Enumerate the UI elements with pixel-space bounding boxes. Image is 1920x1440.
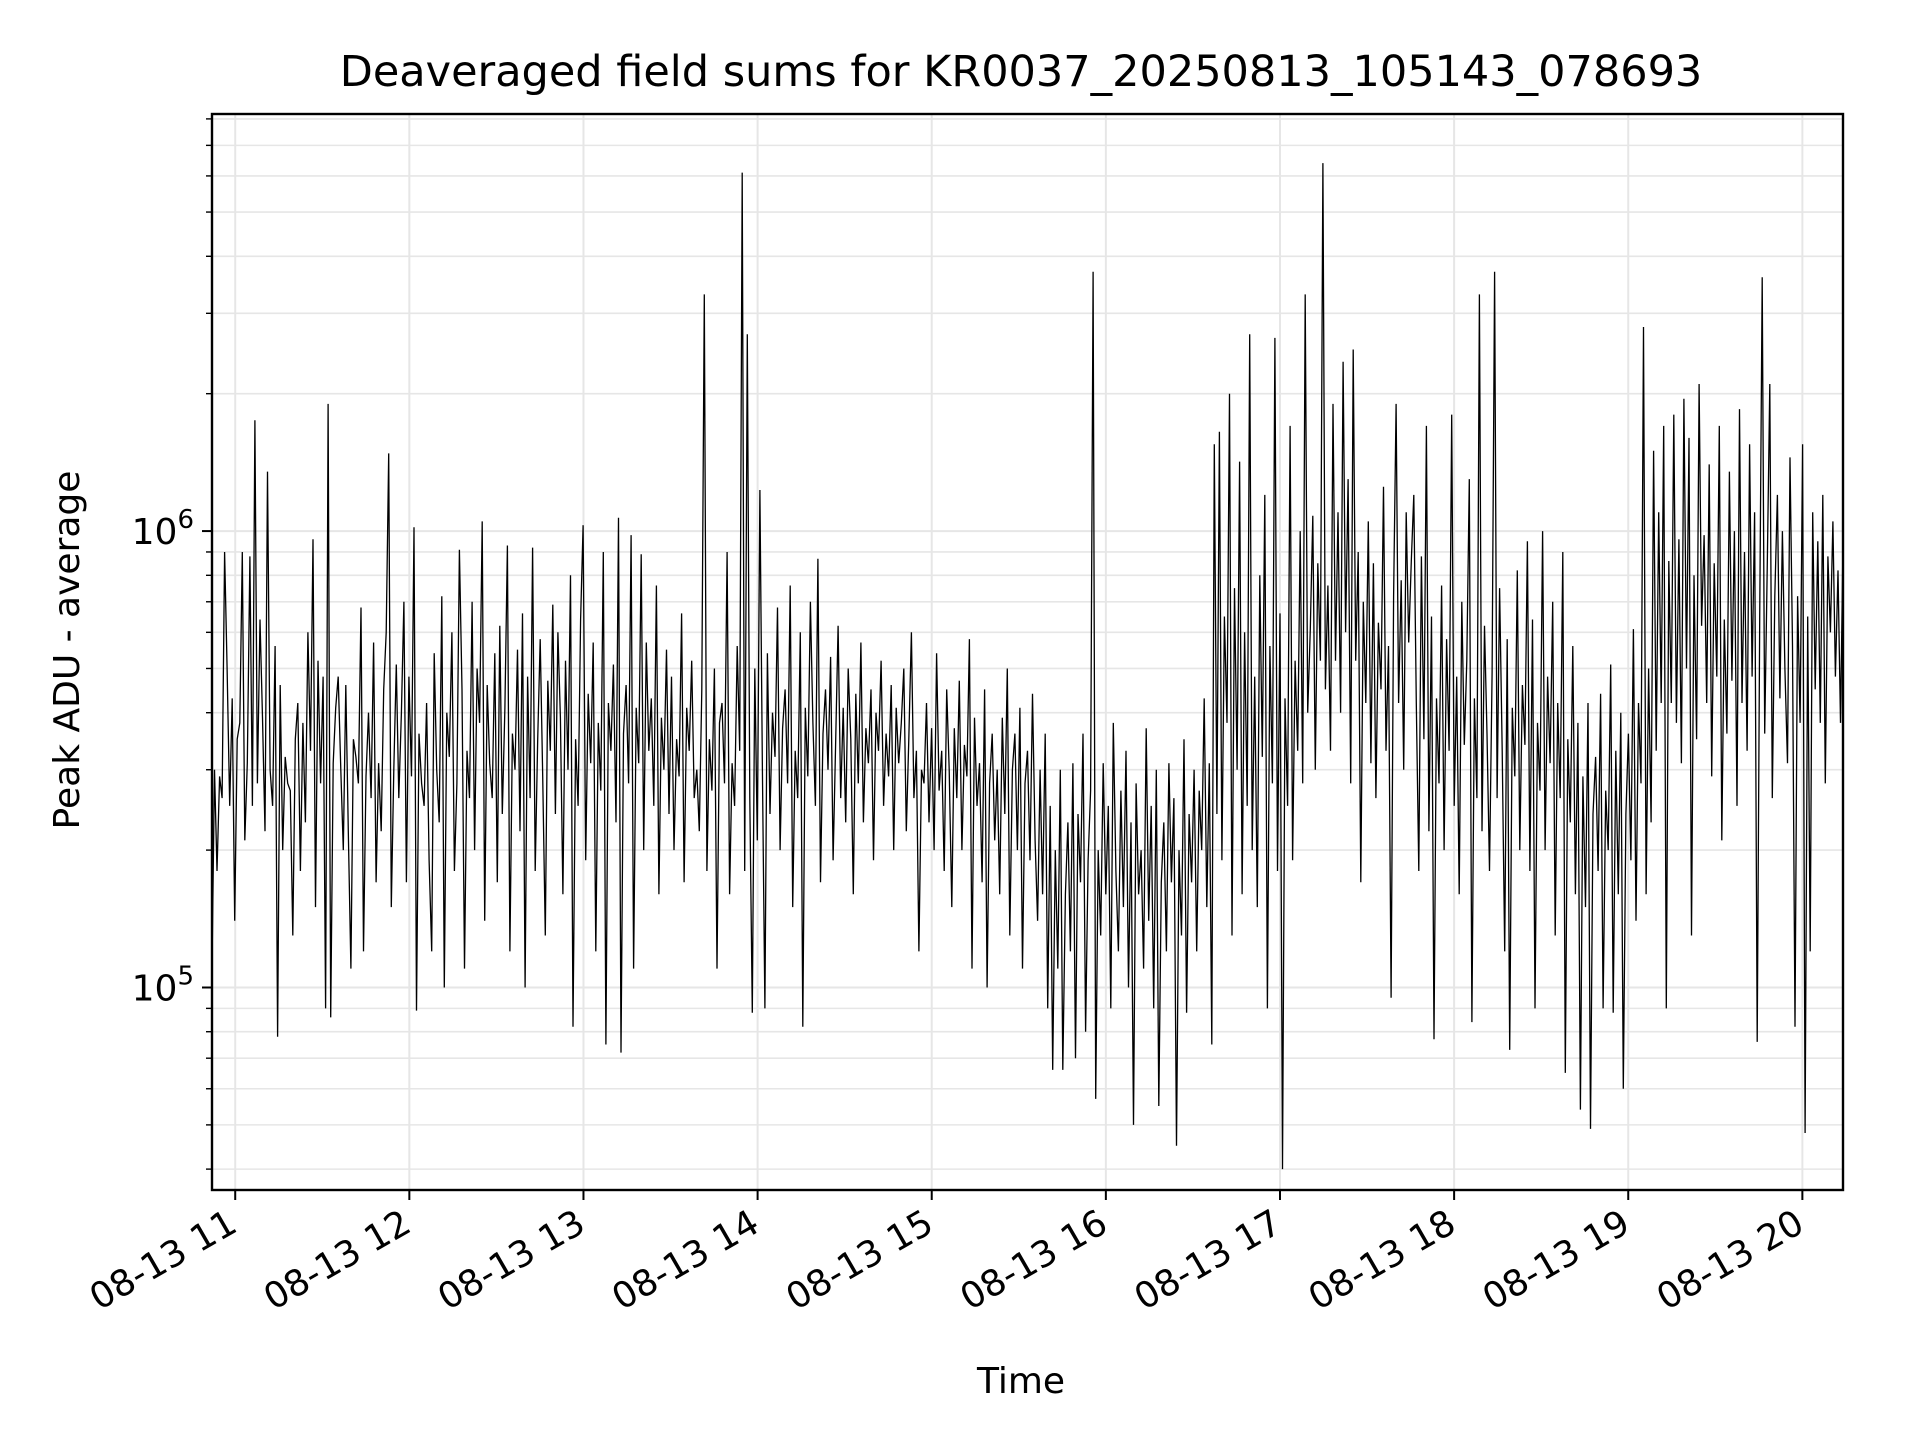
x-axis-label: Time: [976, 1361, 1065, 1402]
plot-frame: [210, 112, 1845, 1192]
data-line-series: [211, 163, 1844, 1170]
y-axis-label: Peak ADU - average: [47, 471, 88, 830]
y-tick-label: 105: [132, 961, 194, 1009]
chart-title: Deaveraged field sums for KR0037_2025081…: [340, 47, 1703, 97]
data-line: [211, 163, 1844, 1170]
y-tick-label: 106: [132, 505, 194, 553]
